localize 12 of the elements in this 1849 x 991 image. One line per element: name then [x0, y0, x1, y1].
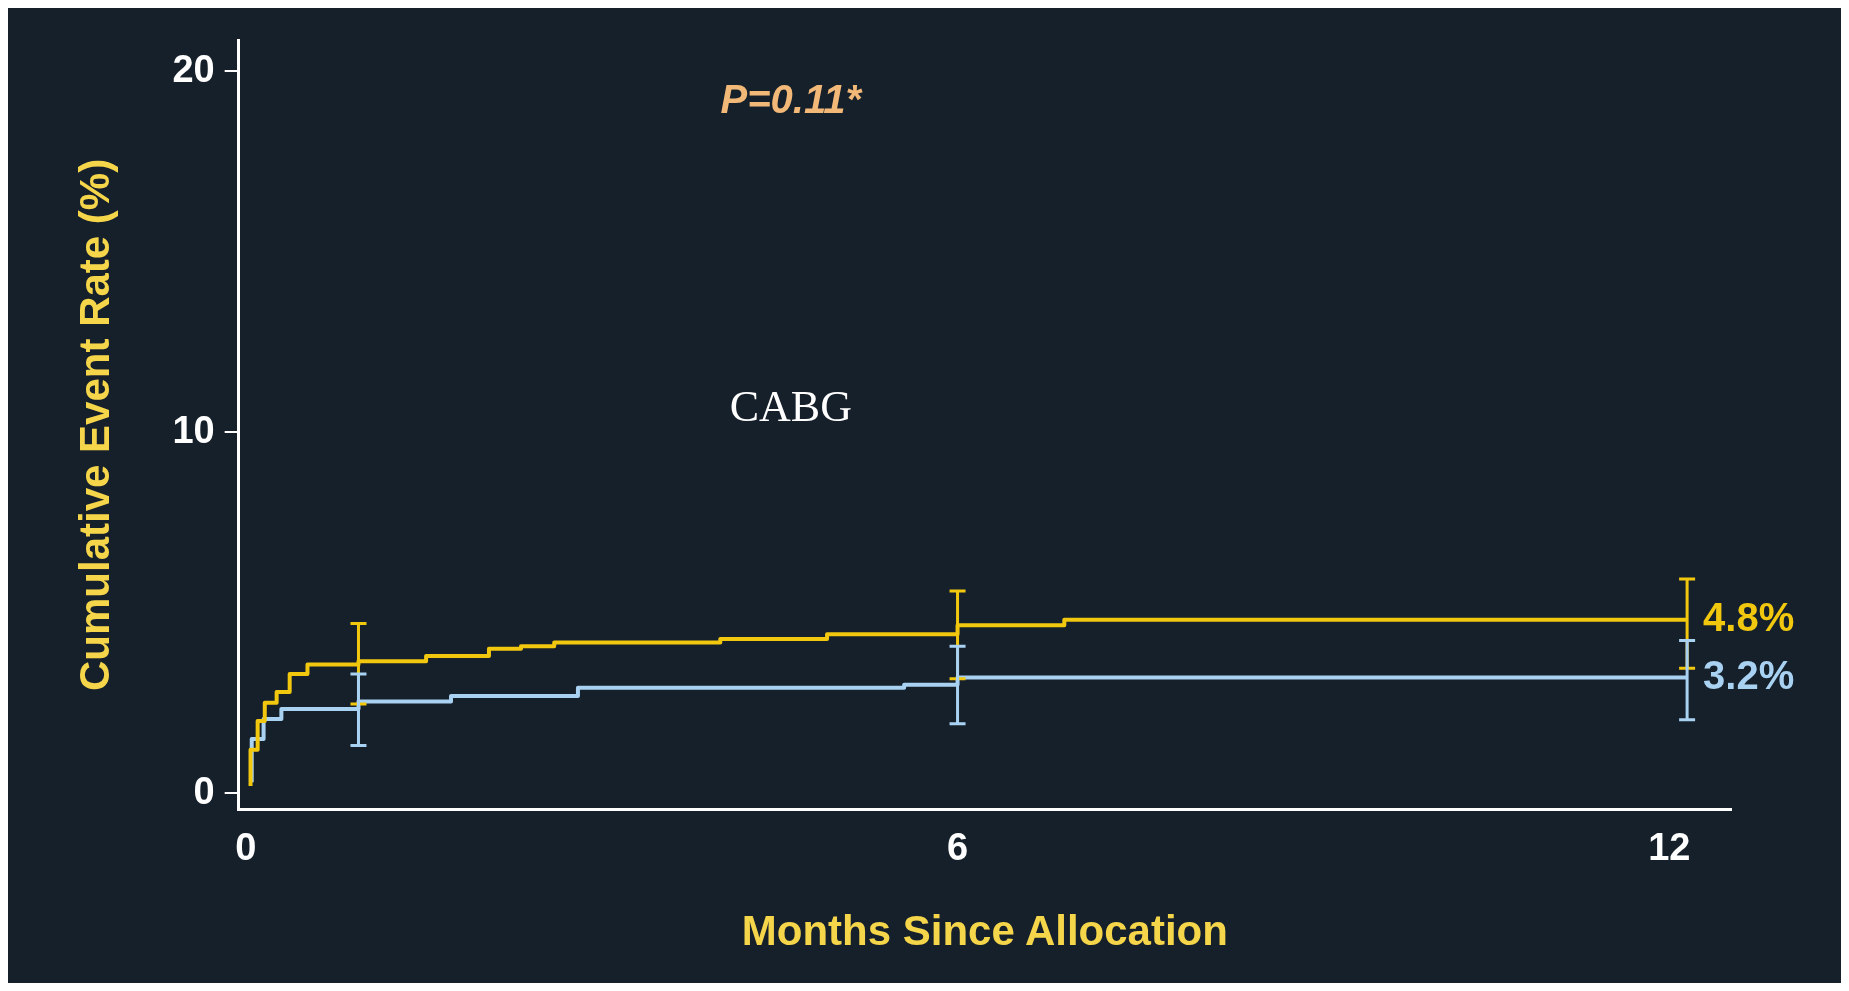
data-label: 4.8%	[1703, 594, 1795, 639]
x-tick-label: 12	[1648, 826, 1691, 869]
y-axis-title: Cumulative Event Rate (%)	[70, 158, 118, 691]
annotation: P=0.11*	[720, 77, 864, 122]
y-tick-label: 0	[193, 769, 215, 812]
data-label: 3.2%	[1703, 652, 1795, 697]
annotation: CABG	[729, 382, 852, 432]
x-tick-label: 6	[946, 826, 969, 869]
x-axis-title: Months Since Allocation	[741, 907, 1228, 955]
y-tick-label: 20	[172, 47, 215, 90]
x-tick-label: 0	[235, 826, 257, 869]
y-tick-label: 10	[172, 408, 215, 451]
